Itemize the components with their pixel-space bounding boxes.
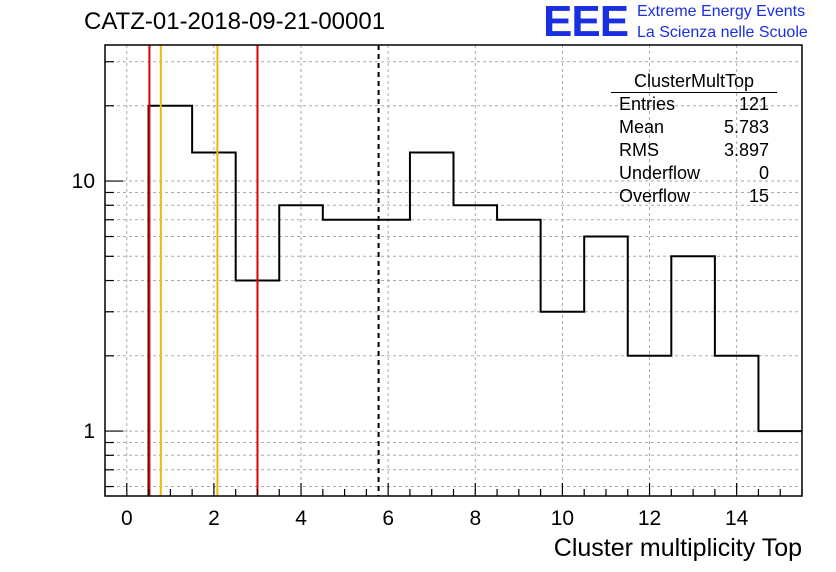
x-tick-label: 12 [638,507,661,530]
stats-box-title: ClusterMultTop [611,70,777,93]
y-tick-label: 10 [72,170,95,193]
stats-row-entries: Entries 121 [611,93,777,116]
x-tick-label: 8 [469,507,481,530]
stats-row-underflow: Underflow 0 [611,162,777,185]
y-tick-label: 1 [83,420,95,443]
stats-label: Entries [619,94,676,114]
stats-label: Overflow [619,186,691,206]
stats-box: ClusterMultTop Entries 121 Mean 5.783 RMS 3… [611,70,777,208]
stats-row-overflow: Overflow 15 [611,185,777,208]
stats-value: 121 [738,94,769,114]
stats-label: RMS [619,140,659,160]
stats-value: 3.897 [723,140,769,160]
logo-line-2: La Scienza nelle Scuole [637,24,808,41]
marker-lines [148,45,380,496]
axis-ticks: 0 2 4 6 8 10 12 14 1 10 [72,61,803,530]
logo-line-1: Extreme Energy Events [637,3,806,20]
x-tick-label: 10 [551,507,574,530]
x-tick-label: 0 [121,507,133,530]
x-tick-label: 6 [382,507,394,530]
stats-row-mean: Mean 5.783 [611,116,777,139]
stats-value: 15 [748,186,769,206]
eee-logo: EEE [543,0,629,46]
x-tick-label: 4 [295,507,307,530]
histogram-step-line [147,104,802,496]
x-tick-label: 14 [725,507,749,530]
chart-title: CATZ-01-2018-09-21-00001 [84,8,386,35]
x-axis-label: Cluster multiplicity Top [553,534,802,562]
stats-value: 0 [758,163,769,183]
stats-label: Underflow [619,163,701,183]
stats-row-rms: RMS 3.897 [611,139,777,162]
stats-label: Mean [619,117,665,137]
histogram-series [147,104,802,496]
x-tick-label: 2 [208,507,220,530]
stats-value: 5.783 [723,117,769,137]
